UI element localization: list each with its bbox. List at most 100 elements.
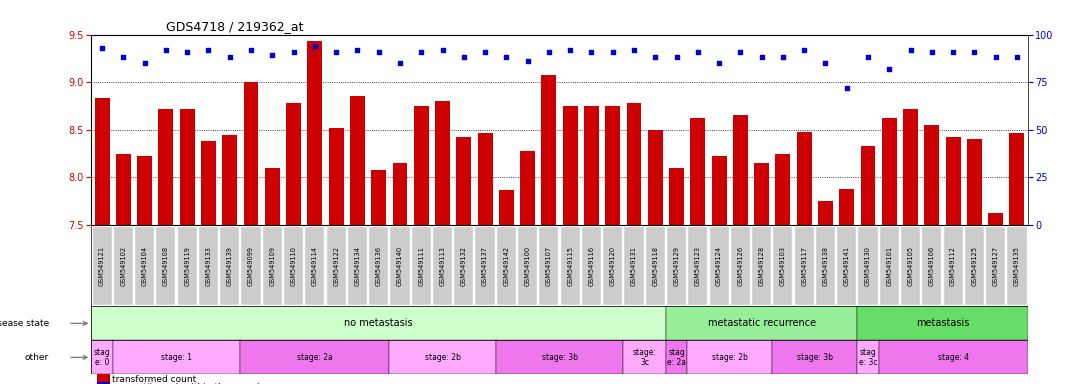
Bar: [223, 136, 237, 225]
FancyBboxPatch shape: [93, 227, 112, 305]
Point: [775, 54, 792, 60]
Point: [136, 60, 153, 66]
Text: stage:
3c: stage: 3c: [633, 348, 656, 367]
FancyBboxPatch shape: [497, 227, 515, 305]
Bar: [754, 163, 769, 225]
Bar: [393, 163, 408, 225]
Bar: [666, 306, 858, 341]
FancyBboxPatch shape: [241, 227, 260, 305]
Point: [562, 47, 579, 53]
Text: GSM549104: GSM549104: [142, 246, 147, 286]
Text: GSM549114: GSM549114: [312, 246, 317, 286]
Point: [987, 54, 1004, 60]
Point: [668, 54, 685, 60]
FancyBboxPatch shape: [221, 227, 239, 305]
FancyBboxPatch shape: [922, 227, 942, 305]
FancyBboxPatch shape: [646, 227, 665, 305]
Point: [370, 49, 387, 55]
Text: GSM549113: GSM549113: [439, 246, 445, 286]
Text: no metastasis: no metastasis: [344, 318, 413, 328]
Text: stage: 3b: stage: 3b: [541, 353, 578, 362]
Bar: [499, 190, 513, 225]
FancyBboxPatch shape: [199, 227, 218, 305]
FancyBboxPatch shape: [348, 227, 367, 305]
FancyBboxPatch shape: [731, 227, 750, 305]
Bar: [776, 154, 791, 225]
Point: [115, 54, 132, 60]
Bar: [113, 341, 240, 374]
Bar: [435, 101, 450, 225]
FancyBboxPatch shape: [1007, 227, 1027, 305]
Point: [349, 47, 366, 53]
Point: [625, 47, 642, 53]
FancyBboxPatch shape: [689, 227, 707, 305]
FancyBboxPatch shape: [965, 227, 983, 305]
Point: [477, 49, 494, 55]
Text: GSM549129: GSM549129: [674, 246, 680, 286]
Point: [838, 85, 855, 91]
Bar: [496, 341, 623, 374]
Point: [242, 47, 259, 53]
Point: [264, 53, 281, 59]
Bar: [669, 168, 684, 225]
Bar: [946, 137, 961, 225]
Bar: [796, 132, 811, 225]
Point: [157, 47, 174, 53]
Point: [945, 49, 962, 55]
Bar: [91, 306, 666, 341]
Bar: [606, 106, 620, 225]
FancyBboxPatch shape: [178, 227, 197, 305]
Bar: [116, 154, 131, 225]
Bar: [478, 132, 493, 225]
Text: metastasis: metastasis: [916, 318, 969, 328]
FancyBboxPatch shape: [582, 227, 601, 305]
Text: GSM549137: GSM549137: [482, 246, 489, 286]
Bar: [414, 106, 428, 225]
Bar: [563, 106, 578, 225]
Text: stage: 1: stage: 1: [161, 353, 192, 362]
Point: [1008, 54, 1025, 60]
Bar: [371, 170, 386, 225]
Point: [710, 60, 727, 66]
Text: GSM549130: GSM549130: [865, 246, 870, 286]
Bar: [308, 41, 323, 225]
Bar: [541, 74, 556, 225]
Point: [285, 49, 302, 55]
FancyBboxPatch shape: [986, 227, 1005, 305]
Point: [519, 58, 536, 64]
Text: stag
e: 3c: stag e: 3c: [859, 348, 877, 367]
Bar: [520, 151, 535, 225]
FancyBboxPatch shape: [752, 227, 771, 305]
FancyBboxPatch shape: [794, 227, 813, 305]
Bar: [286, 103, 301, 225]
FancyBboxPatch shape: [369, 227, 388, 305]
Bar: [773, 341, 858, 374]
Bar: [390, 341, 496, 374]
Point: [860, 54, 877, 60]
Text: GSM549126: GSM549126: [737, 246, 744, 286]
Bar: [158, 109, 173, 225]
FancyBboxPatch shape: [539, 227, 558, 305]
Bar: [858, 306, 1028, 341]
Text: GSM549127: GSM549127: [993, 246, 999, 286]
Bar: [623, 341, 666, 374]
Text: disease state: disease state: [0, 319, 48, 328]
FancyBboxPatch shape: [624, 227, 643, 305]
Text: GSM549103: GSM549103: [780, 246, 785, 286]
Point: [540, 49, 557, 55]
Point: [94, 45, 111, 51]
Text: stage: 2b: stage: 2b: [712, 353, 748, 362]
Text: transformed count: transformed count: [112, 375, 196, 384]
Bar: [240, 341, 390, 374]
Point: [902, 47, 919, 53]
Point: [434, 47, 451, 53]
FancyBboxPatch shape: [667, 227, 686, 305]
Text: GSM549115: GSM549115: [567, 246, 574, 286]
Text: GSM549139: GSM549139: [227, 246, 232, 286]
Text: metastatic recurrence: metastatic recurrence: [708, 318, 816, 328]
Text: GSM549105: GSM549105: [907, 246, 914, 286]
FancyBboxPatch shape: [880, 227, 898, 305]
FancyBboxPatch shape: [156, 227, 175, 305]
Bar: [903, 109, 918, 225]
FancyBboxPatch shape: [709, 227, 728, 305]
